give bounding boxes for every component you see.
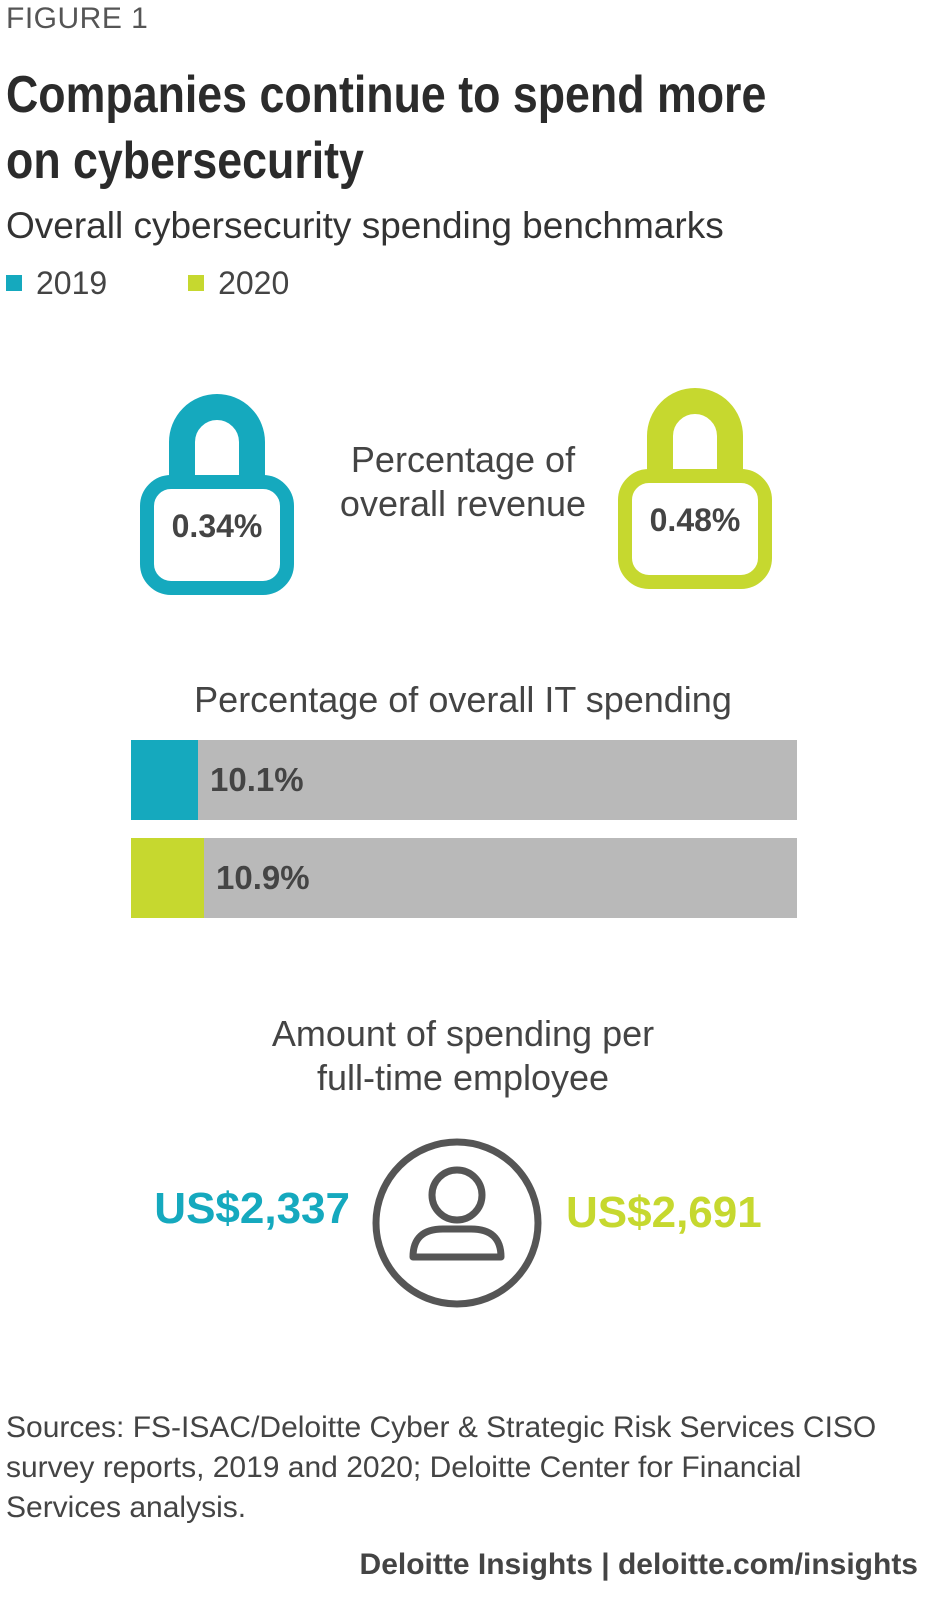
bar-track-2020: 10.9% xyxy=(131,838,797,918)
bar-2019 xyxy=(131,740,198,820)
bar-label-2020: 10.9% xyxy=(216,859,310,896)
chart-title: Companies continue to spend more on cybe… xyxy=(6,66,767,190)
legend-swatch-2019 xyxy=(6,275,22,291)
bar-2020 xyxy=(131,838,204,918)
per-employee-label: Amount of spending per full-time employe… xyxy=(0,1012,926,1100)
per-employee-label-line-1: Amount of spending per xyxy=(271,1013,655,1054)
padlock-icon-2019 xyxy=(140,394,294,595)
revenue-value-2019: 0.34% xyxy=(171,508,263,544)
legend-item-2020: 2020 xyxy=(188,265,289,302)
per-employee-value-2019: US$2,337 xyxy=(154,1184,350,1233)
padlock-icon-2020 xyxy=(618,388,772,589)
legend-label-2019: 2019 xyxy=(36,264,108,301)
legend-swatch-2020 xyxy=(188,275,205,291)
bar-label-2019: 10.1% xyxy=(210,761,304,798)
per-employee-value-2020: US$2,691 xyxy=(566,1188,762,1237)
revenue-label-line-1: Percentage of xyxy=(350,439,576,480)
figure-label: FIGURE 1 xyxy=(6,2,149,35)
revenue-label: Percentage of overall revenue xyxy=(313,438,613,526)
legend: 2019 2020 xyxy=(6,262,361,302)
per-employee-label-line-2: full-time employee xyxy=(316,1057,610,1098)
legend-item-2019: 2019 xyxy=(6,265,107,302)
person-icon xyxy=(372,1138,542,1308)
revenue-value-2020: 0.48% xyxy=(649,502,741,538)
it-spending-title: Percentage of overall IT spending xyxy=(194,679,732,720)
chart-subtitle: Overall cybersecurity spending benchmark… xyxy=(6,205,724,246)
bar-track-2019: 10.1% xyxy=(131,740,797,820)
footer-credit: Deloitte Insights | deloitte.com/insight… xyxy=(359,1548,918,1581)
revenue-label-line-2: overall revenue xyxy=(339,483,587,524)
legend-label-2020: 2020 xyxy=(218,264,290,301)
sources-note: Sources: FS-ISAC/Deloitte Cyber & Strate… xyxy=(6,1411,877,1524)
